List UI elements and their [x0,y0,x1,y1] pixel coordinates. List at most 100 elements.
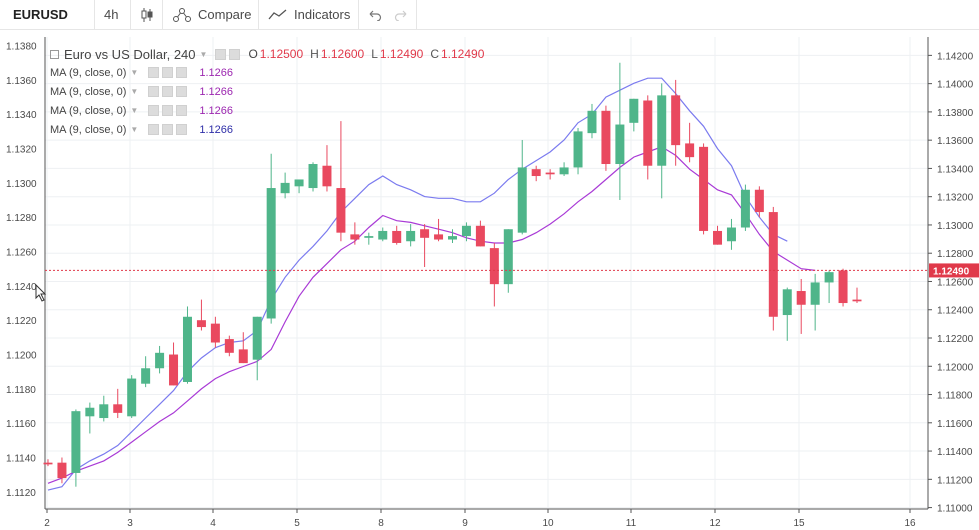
candle-body [768,212,778,317]
undo-button[interactable] [368,0,382,29]
candle-body [503,229,513,285]
right-axis-tick-label: 1.13800 [937,108,974,119]
left-axis-tick-label: 1.1220 [6,316,37,327]
settings-icon[interactable] [162,105,174,116]
visibility-icon[interactable] [215,48,227,60]
chevron-down-icon[interactable]: ▼ [130,87,139,96]
left-axis-tick-label: 1.1260 [6,248,37,259]
chart-style-button[interactable] [140,0,154,29]
right-axis-tick-label: 1.13400 [937,164,974,175]
candles-icon [141,7,153,22]
study-row[interactable]: MA (9, close, 0) ▼ 1.1266 [50,63,484,82]
indicators-label: Indicators [294,7,351,22]
redo-icon [394,10,407,21]
candle-body [420,229,430,238]
right-axis-tick-label: 1.13200 [937,193,974,204]
candle-body [392,230,402,243]
x-axis-tick-label: 10 [542,518,554,529]
top-toolbar: EURUSD 4h Compare Indicators [0,0,979,30]
close-icon[interactable] [176,105,188,116]
candle-body [685,143,695,158]
chart-axes: 1.14200 1.14000 1.13800 1.13600 1.13400 1.132… [6,37,974,529]
compare-icon [173,7,191,22]
candle-body [671,95,681,146]
study-value: 1.1266 [199,66,233,79]
candle-body [796,291,806,305]
candle-body [448,236,457,240]
symbol-label[interactable]: EURUSD [13,7,68,22]
settings-icon[interactable] [229,48,241,60]
left-axis-tick-label: 1.1320 [6,145,37,156]
study-name: MA (9, close, 0) [50,123,127,136]
candle-body [322,165,332,187]
candle-body [573,131,583,168]
x-axis-tick-label: 2 [44,518,50,529]
settings-icon[interactable] [162,67,174,78]
chevron-down-icon[interactable]: ▼ [130,125,139,134]
candle-body [224,339,234,353]
left-axis-tick-label: 1.1380 [6,42,37,53]
right-axis-tick-label: 1.14200 [937,51,974,62]
study-row[interactable]: MA (9, close, 0) ▼ 1.1266 [50,101,484,120]
left-axis-tick-label: 1.1360 [6,76,37,87]
chevron-down-icon[interactable]: ▼ [130,68,139,77]
settings-icon[interactable] [162,124,174,135]
left-axis-tick-label: 1.1160 [6,419,36,430]
chevron-down-icon[interactable]: ▼ [199,49,208,59]
settings-icon[interactable] [162,86,174,97]
candle-body [587,110,597,134]
toolbar-divider [416,0,417,29]
right-axis-tick-label: 1.11800 [937,391,973,402]
indicators-button[interactable]: Indicators [268,0,350,29]
candle-body [531,169,541,177]
close-icon[interactable] [176,86,188,97]
redo-button[interactable] [394,0,408,29]
left-axis-tick-label: 1.1180 [6,385,36,396]
visibility-icon[interactable] [148,67,160,78]
right-axis-tick-label: 1.12000 [937,362,974,373]
last-price-label: 1.12490 [933,266,970,277]
candle-body [838,270,848,304]
study-row[interactable]: MA (9, close, 0) ▼ 1.1266 [50,120,484,139]
toolbar-divider [358,0,359,29]
candle-body [615,124,625,165]
study-value: 1.1266 [199,123,233,136]
study-row[interactable]: MA (9, close, 0) ▼ 1.1266 [50,82,484,101]
left-axis-tick-label: 1.1120 [6,488,36,499]
candle-body [713,230,723,245]
ohlc-high-value: 1.12600 [320,47,365,61]
left-axis-tick-label: 1.1280 [6,213,37,224]
left-axis-tick-label: 1.1200 [6,351,37,362]
visibility-icon[interactable] [148,105,160,116]
interval-button[interactable]: 4h [104,7,119,22]
ohlc-open-value: 1.12500 [259,47,304,61]
compare-button[interactable]: Compare [172,0,251,29]
right-axis-tick-label: 1.12400 [937,306,974,317]
collapse-toggle-icon[interactable] [50,49,59,59]
candle-body [378,230,388,240]
left-axis-tick-label: 1.1340 [6,110,37,121]
candle-body [810,282,820,305]
candle-body [113,404,123,413]
visibility-icon[interactable] [148,86,160,97]
toolbar-divider [258,0,259,29]
study-value: 1.1266 [199,85,233,98]
legend-title: Euro vs US Dollar, 240 [64,46,196,62]
right-axis-tick-label: 1.13600 [937,136,974,147]
candle-body [364,236,374,238]
close-icon[interactable] [176,124,188,135]
close-icon[interactable] [176,67,188,78]
right-axis-tick-label: 1.14000 [937,80,974,91]
candle-body [657,95,667,166]
candle-body [294,179,304,187]
chevron-down-icon[interactable]: ▼ [130,106,139,115]
x-axis-tick-label: 3 [127,518,133,529]
study-name: MA (9, close, 0) [50,66,127,79]
x-axis-tick-label: 8 [378,518,384,529]
last-price-badge [929,263,979,278]
left-axis-tick-label: 1.1240 [6,282,37,293]
candle-body [308,164,318,189]
candle-body [545,172,555,175]
visibility-icon[interactable] [148,124,160,135]
